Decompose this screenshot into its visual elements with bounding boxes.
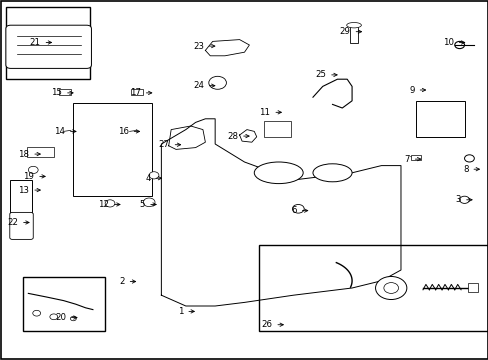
Text: 15: 15 (51, 89, 73, 98)
Circle shape (143, 198, 155, 207)
Text: 19: 19 (23, 172, 45, 181)
Circle shape (459, 196, 468, 203)
Bar (410, 155, 420, 160)
Text: 18: 18 (19, 150, 40, 159)
Bar (10, 180, 32, 221)
Text: 9: 9 (408, 86, 425, 95)
Text: 11: 11 (259, 108, 281, 117)
Text: 20: 20 (55, 313, 77, 322)
Text: 10: 10 (442, 38, 464, 47)
Circle shape (105, 200, 115, 207)
Text: 24: 24 (193, 81, 214, 90)
Ellipse shape (346, 23, 361, 28)
Circle shape (464, 155, 473, 162)
Circle shape (454, 41, 464, 49)
Text: 29: 29 (339, 27, 361, 36)
Text: 12: 12 (98, 200, 120, 209)
Circle shape (33, 310, 41, 316)
Text: 16: 16 (118, 127, 139, 136)
Circle shape (70, 316, 76, 321)
Circle shape (208, 76, 226, 89)
Bar (349, 25, 358, 43)
Bar (6, 7, 90, 79)
Bar (23, 277, 105, 331)
Text: 4: 4 (145, 174, 161, 183)
Text: 21: 21 (30, 38, 51, 47)
Bar (259, 245, 487, 331)
Text: 13: 13 (19, 186, 40, 195)
Circle shape (50, 314, 58, 320)
Text: 28: 28 (227, 132, 248, 141)
Circle shape (149, 172, 159, 179)
Text: 3: 3 (455, 195, 471, 204)
Ellipse shape (254, 162, 303, 184)
Text: 6: 6 (291, 206, 307, 215)
Text: 23: 23 (193, 42, 214, 51)
Circle shape (292, 204, 304, 213)
Text: 8: 8 (462, 165, 478, 174)
Text: 25: 25 (315, 71, 336, 80)
Text: 5: 5 (140, 200, 156, 209)
Text: 1: 1 (178, 307, 194, 316)
Bar (131, 89, 143, 95)
Text: 17: 17 (130, 89, 151, 98)
Bar (27, 147, 54, 157)
Text: 7: 7 (404, 155, 420, 163)
Text: 27: 27 (159, 140, 180, 149)
Ellipse shape (312, 164, 351, 182)
Circle shape (375, 276, 406, 300)
Text: 22: 22 (7, 218, 29, 227)
Bar (59, 89, 71, 95)
Bar (468, 283, 477, 292)
Bar (415, 101, 464, 137)
FancyBboxPatch shape (6, 25, 91, 68)
FancyBboxPatch shape (10, 212, 33, 239)
Bar (73, 103, 151, 196)
Bar (264, 121, 290, 137)
Text: 14: 14 (54, 127, 76, 136)
Text: 26: 26 (261, 320, 283, 329)
Text: 2: 2 (119, 277, 135, 286)
Circle shape (28, 166, 38, 174)
Circle shape (383, 283, 398, 293)
